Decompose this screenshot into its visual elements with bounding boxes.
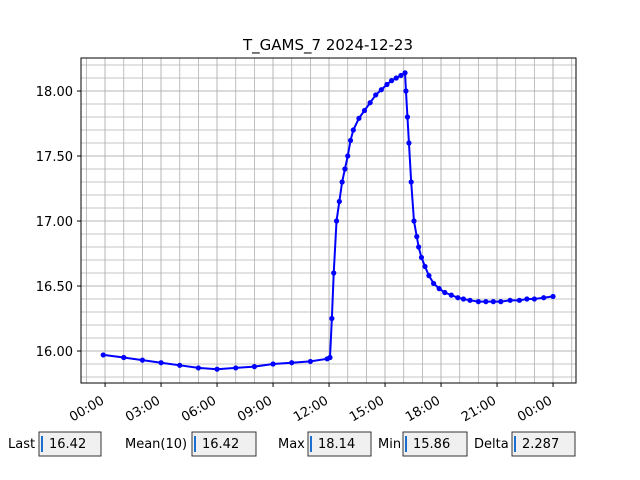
data-point [524, 296, 530, 302]
data-point [388, 78, 395, 84]
data-point [251, 364, 257, 370]
stat-value: 18.14 [318, 437, 355, 452]
data-point [483, 299, 489, 305]
data-point [406, 140, 412, 146]
data-point [516, 297, 523, 303]
data-point [430, 280, 437, 287]
stat-field [38, 431, 102, 457]
data-point [398, 72, 404, 79]
data-point [347, 137, 354, 144]
data-point [356, 115, 362, 121]
y-tick-label: 17.00 [36, 215, 73, 230]
x-tick-label: 15:00 [347, 393, 387, 425]
data-point [541, 295, 547, 301]
data-point [384, 81, 390, 88]
x-tick-label: 18:00 [403, 393, 443, 425]
data-point [416, 244, 422, 250]
data-point [498, 299, 504, 305]
data-point [422, 263, 428, 270]
stat-field [402, 431, 468, 457]
data-point [373, 92, 379, 98]
data-point [307, 358, 313, 365]
x-tick-label: 06:00 [179, 393, 219, 425]
data-point [436, 286, 442, 292]
data-point [455, 295, 461, 301]
x-tick-label: 21:00 [459, 393, 499, 425]
stat-label: Last [8, 437, 35, 452]
stat-value: 2.287 [522, 437, 559, 452]
stat-value: 16.42 [49, 437, 86, 452]
data-point [550, 293, 556, 300]
y-tick-label: 16.50 [36, 280, 73, 295]
y-tick-label: 18.00 [36, 85, 73, 100]
data-point [411, 218, 417, 224]
data-point [402, 70, 408, 76]
data-point [404, 114, 411, 120]
data-point [393, 75, 399, 81]
data-point [233, 365, 239, 371]
data-point [490, 299, 496, 305]
data-point [289, 360, 295, 366]
data-point [361, 107, 368, 114]
data-point [195, 365, 202, 371]
data-point [121, 354, 127, 361]
y-tick-label: 16.00 [36, 345, 73, 360]
stat-field [307, 431, 372, 457]
stat-value: 16.42 [202, 437, 239, 452]
x-tick-label: 00:00 [515, 393, 555, 425]
data-point [270, 361, 276, 367]
data-point [339, 179, 345, 185]
stats-bar: Last 16.42 Mean(10) 16.42 Max 18.14 Min 15.86 De… [8, 431, 576, 457]
data-point [414, 234, 420, 240]
data-point [403, 88, 409, 94]
data-point [475, 299, 481, 305]
chart-title: T_GAMS_7 2024-12-23 [242, 36, 413, 55]
data-point [100, 352, 106, 358]
data-point [177, 362, 183, 368]
data-point [408, 179, 414, 185]
x-tick-label: 00:00 [67, 393, 107, 425]
data-point [158, 360, 164, 366]
data-point [336, 198, 342, 205]
stat-field [511, 431, 576, 457]
data-point [418, 254, 425, 261]
data-point [214, 366, 220, 372]
data-point [342, 166, 348, 172]
x-tick-label: 12:00 [291, 393, 331, 425]
data-point [467, 297, 473, 303]
stat-label: Delta [474, 437, 509, 452]
stat-field [191, 431, 257, 457]
x-tick-label: 09:00 [235, 393, 275, 425]
data-point [345, 153, 351, 159]
x-tick-label: 03:00 [123, 393, 163, 425]
data-point [333, 218, 340, 224]
data-point [139, 357, 146, 363]
data-point [531, 296, 537, 302]
stat-label: Min [378, 437, 401, 452]
stat-value: 15.86 [413, 437, 450, 452]
plot-frame [80, 57, 577, 384]
data-point [378, 87, 384, 93]
data-point [426, 273, 432, 279]
data-point [329, 315, 335, 322]
data-point [507, 297, 513, 303]
stat-label: Mean(10) [125, 437, 187, 452]
data-point [448, 292, 454, 298]
data-point [460, 296, 467, 302]
data-point [442, 289, 448, 296]
data-point [327, 354, 333, 361]
stat-label: Max [278, 437, 305, 452]
data-point [367, 100, 373, 106]
data-point [350, 127, 356, 133]
y-tick-label: 17.50 [36, 150, 73, 165]
data-point [331, 270, 337, 276]
